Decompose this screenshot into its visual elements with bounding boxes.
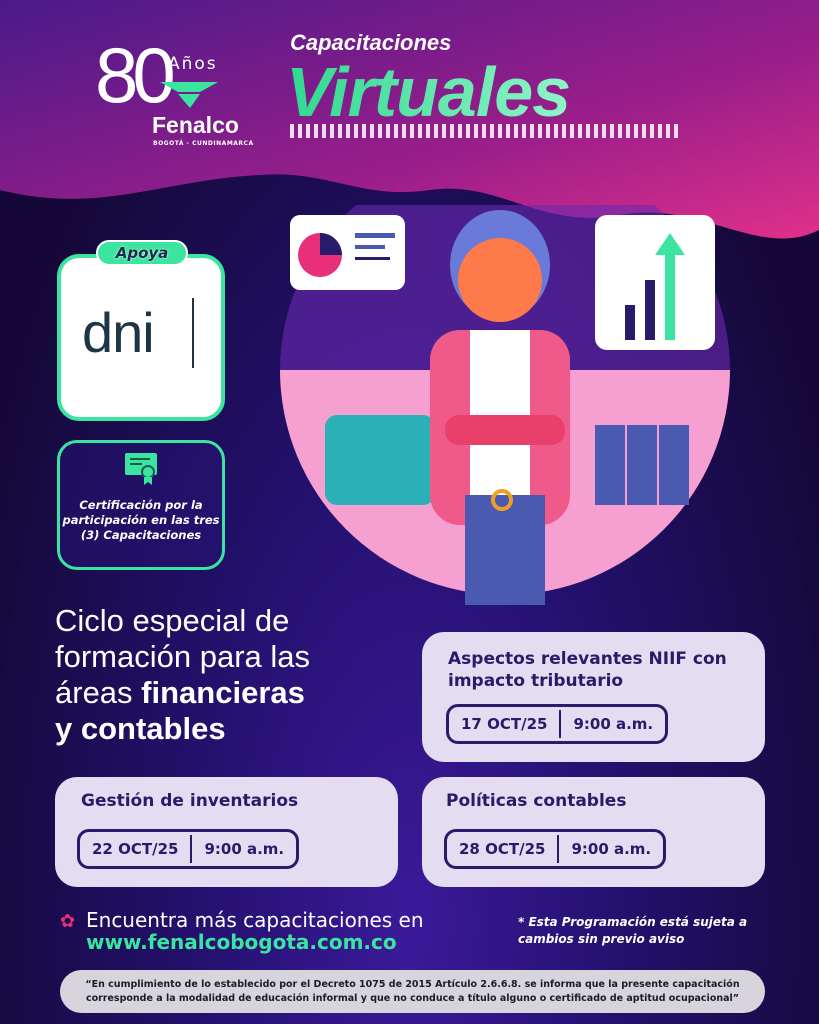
intro-line-3-bold: financieras	[141, 675, 305, 710]
find-more-text: Encuentra más capacitaciones en	[86, 908, 424, 932]
certification-text: Certificación por la participación en la…	[62, 498, 220, 542]
certificate-icon	[125, 453, 157, 485]
intro-line-2: formación para las	[55, 639, 311, 674]
logo-number: 80	[95, 31, 176, 119]
sponsor-label: Apoya	[96, 240, 188, 266]
course-date-time: 17 OCT/25 9:00 a.m.	[446, 704, 669, 744]
logo-brand: Fenalco	[152, 112, 239, 138]
sponsor-logo: dni	[82, 301, 155, 364]
fenalco-emblem-icon	[160, 82, 218, 108]
logo-years: Años	[168, 54, 218, 74]
course-title: Aspectos relevantes NIIF con impacto tri…	[448, 649, 727, 691]
illustration-woman-office	[280, 205, 730, 605]
schedule-note: * Esta Programación está sujeta a cambio…	[518, 915, 748, 946]
intro-line-4: y contables	[55, 711, 226, 746]
intro-line-3: áreas	[55, 675, 142, 710]
course-time: 9:00 a.m.	[573, 715, 654, 733]
course-card: Gestión de inventarios 22 OCT/25 9:00 a.m…	[55, 777, 398, 887]
intro-text: Ciclo especial de formación para las áre…	[55, 603, 310, 747]
course-card: Aspectos relevantes NIIF con impacto tri…	[422, 632, 765, 762]
header-wave	[0, 0, 819, 239]
course-time: 9:00 a.m.	[204, 840, 285, 858]
course-date: 22 OCT/25	[92, 840, 179, 858]
course-title: Políticas contables	[446, 791, 627, 811]
sponsor-logo-bar	[192, 298, 194, 368]
header-title: Virtuales	[286, 53, 571, 131]
course-time: 9:00 a.m.	[571, 840, 652, 858]
logo-region: BOGOTÁ - CUNDINAMARCA	[153, 140, 254, 147]
course-date-time: 28 OCT/25 9:00 a.m.	[444, 829, 667, 869]
flower-icon: ✿	[60, 911, 76, 932]
website-link[interactable]: www.fenalcobogota.com.co	[86, 930, 397, 954]
pixel-decoration	[290, 124, 680, 138]
course-date-time: 22 OCT/25 9:00 a.m.	[77, 829, 300, 869]
course-title: Gestión de inventarios	[81, 791, 299, 811]
course-date: 28 OCT/25	[459, 840, 546, 858]
intro-line-1: Ciclo especial de	[55, 603, 290, 638]
legal-notice: “En cumplimiento de lo establecido por e…	[60, 970, 765, 1013]
course-date: 17 OCT/25	[461, 715, 548, 733]
header-subtitle: Capacitaciones	[290, 30, 452, 55]
course-card: Políticas contables 28 OCT/25 9:00 a.m.	[422, 777, 765, 887]
